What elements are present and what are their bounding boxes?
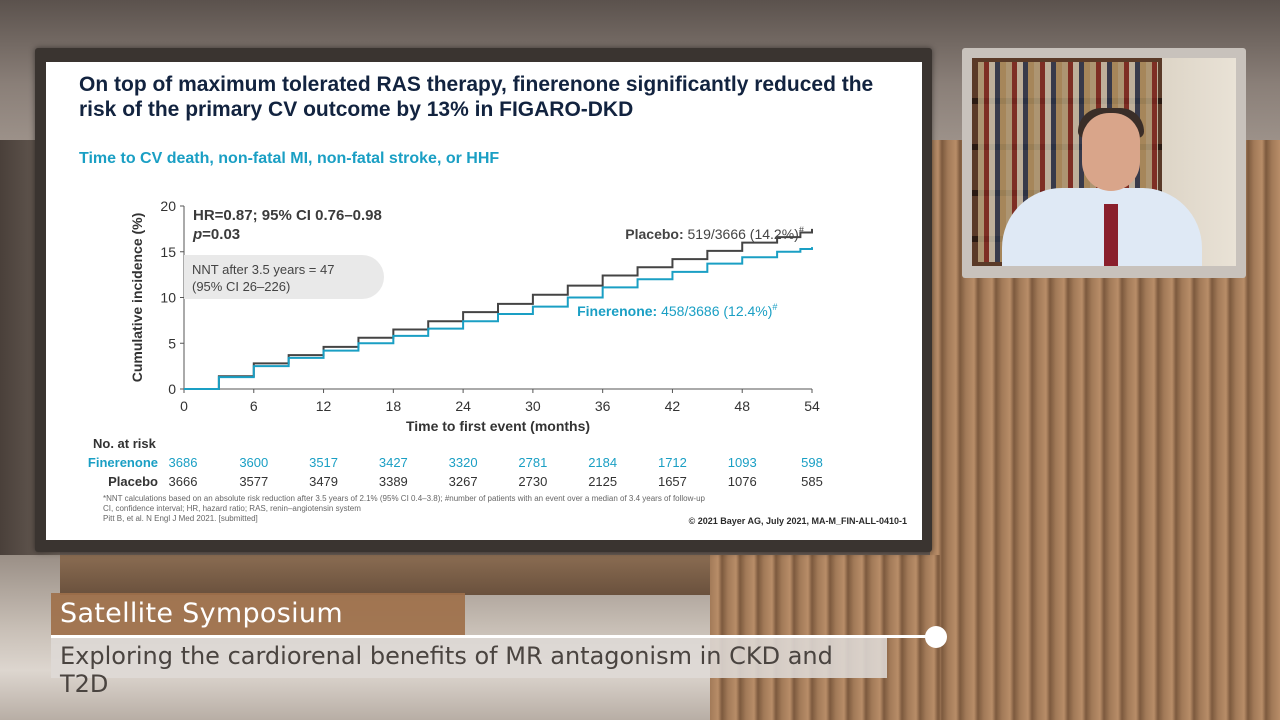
hazard-ratio-box: HR=0.87; 95% CI 0.76–0.98 p=0.03 [193, 206, 382, 244]
slide-subtitle: Time to CV death, non-fatal MI, non-fata… [79, 150, 500, 167]
y-tick-label: 5 [168, 335, 176, 351]
speaker-body [1002, 188, 1202, 266]
series-label-value: 519/3666 (14.2%) [688, 226, 799, 242]
speaker-tie [1104, 204, 1118, 266]
series-label-finerenone: Finerenone: 458/3686 (12.4%)# [577, 302, 777, 319]
at-risk-row-label: Placebo [108, 474, 158, 489]
speaker-head [1082, 113, 1140, 191]
series-label-name: Finerenone: [577, 303, 661, 319]
at-risk-value: 3577 [239, 474, 268, 489]
p-value-label: p [193, 226, 203, 243]
x-tick-label: 6 [250, 398, 258, 414]
slide-title: On top of maximum tolerated RAS therapy,… [79, 73, 874, 121]
at-risk-value: 3686 [169, 455, 198, 470]
y-tick-label: 10 [160, 290, 176, 306]
background-shelf [60, 555, 710, 595]
lower-third-subtitle: Exploring the cardiorenal benefits of MR… [60, 642, 833, 698]
p-value-number: =0.03 [202, 226, 241, 243]
x-tick-label: 54 [804, 398, 820, 414]
nnt-line1: NNT after 3.5 years = 47 [192, 262, 335, 277]
x-tick-label: 0 [180, 398, 188, 414]
at-risk-value: 2184 [588, 455, 617, 470]
nnt-line2: (95% CI 26–226) [192, 279, 291, 294]
at-risk-value: 1093 [728, 455, 757, 470]
y-tick-label: 0 [168, 381, 176, 397]
series-label-placebo: Placebo: 519/3666 (14.2%)# [625, 225, 804, 242]
at-risk-value: 598 [801, 455, 823, 470]
series-label-mark: # [772, 302, 777, 312]
at-risk-value: 3320 [449, 455, 478, 470]
lower-third-title-bar: Satellite Symposium [51, 593, 465, 635]
y-axis-label: Cumulative incidence (%) [129, 213, 145, 383]
x-tick-label: 30 [525, 398, 541, 414]
lower-third-title: Satellite Symposium [60, 598, 343, 629]
x-tick-label: 24 [455, 398, 471, 414]
at-risk-value: 3517 [309, 455, 338, 470]
lower-third-divider [51, 635, 936, 638]
lower-third-dot [925, 626, 947, 648]
footnote-line1: *NNT calculations based on an absolute r… [103, 494, 705, 503]
at-risk-value: 2781 [518, 455, 547, 470]
at-risk-value: 3427 [379, 455, 408, 470]
x-tick-label: 42 [665, 398, 681, 414]
series-label-mark: # [799, 225, 804, 235]
x-tick-label: 48 [734, 398, 750, 414]
at-risk-value: 1712 [658, 455, 687, 470]
series-label-name: Placebo: [625, 226, 687, 242]
at-risk-value: 1657 [658, 474, 687, 489]
at-risk-value: 2125 [588, 474, 617, 489]
speaker-video [972, 58, 1236, 266]
kaplan-meier-chart: 0 5 10 15 20 0 6 12 18 24 30 36 42 48 54 Time to first … [88, 198, 823, 489]
nnt-callout: NNT after 3.5 years = 47 (95% CI 26–226) [184, 255, 384, 299]
x-axis-label: Time to first event (months) [406, 418, 590, 434]
slide-footnote: *NNT calculations based on an absolute r… [103, 494, 843, 524]
series-line-placebo [184, 228, 813, 390]
at-risk-title: No. at risk [93, 436, 157, 451]
y-tick-label: 15 [160, 244, 176, 260]
hazard-ratio-text: HR=0.87; 95% CI 0.76–0.98 [193, 207, 382, 224]
at-risk-value: 2730 [518, 474, 547, 489]
copyright-text: © 2021 Bayer AG, July 2021, MA-M_FIN-ALL… [688, 516, 907, 526]
lower-third-subtitle-bar: Exploring the cardiorenal benefits of MR… [51, 638, 887, 698]
x-tick-label: 36 [595, 398, 611, 414]
at-risk-row-label: Finerenone [88, 455, 158, 470]
series-label-value: 458/3686 (12.4%) [661, 303, 772, 319]
at-risk-value: 585 [801, 474, 823, 489]
y-tick-label: 20 [160, 198, 176, 214]
at-risk-value: 3600 [239, 455, 268, 470]
x-tick-label: 12 [316, 398, 332, 414]
at-risk-value: 3389 [379, 474, 408, 489]
footnote-line2: CI, confidence interval; HR, hazard rati… [103, 504, 361, 513]
at-risk-value: 3479 [309, 474, 338, 489]
p-value-text: p=0.03 [193, 225, 382, 244]
at-risk-value: 1076 [728, 474, 757, 489]
presentation-slide: On top of maximum tolerated RAS therapy,… [46, 62, 922, 540]
at-risk-value: 3267 [449, 474, 478, 489]
at-risk-value: 3666 [169, 474, 198, 489]
x-tick-label: 18 [386, 398, 402, 414]
series-line-finerenone [184, 247, 813, 390]
footnote-line3: Pitt B, et al. N Engl J Med 2021. [submi… [103, 514, 258, 523]
